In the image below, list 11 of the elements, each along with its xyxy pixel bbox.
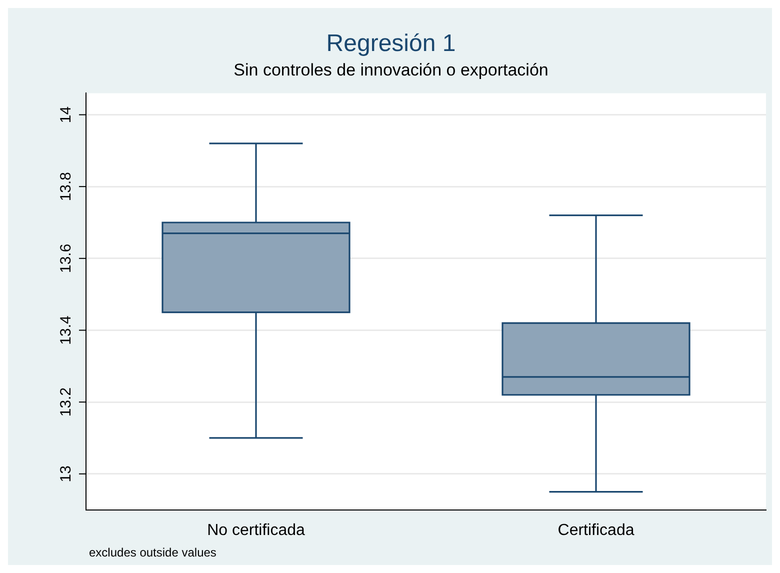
y-tick-label: 13.4 xyxy=(58,316,75,345)
text: excludes outside values xyxy=(89,545,216,560)
chart-title: Regresión 1 xyxy=(326,30,456,58)
y-tick-label: 13.2 xyxy=(58,387,75,417)
x-tick-label: No certificada xyxy=(207,522,306,539)
y-tick-label: 13.8 xyxy=(58,172,75,202)
y-tick-label: 13.6 xyxy=(58,244,75,274)
y-tick-label: 13 xyxy=(58,466,75,482)
chart-subtitle: Sin controles de innovación o exportación xyxy=(234,60,548,80)
x-tick-label: Certificada xyxy=(558,522,634,539)
y-tick-label: 14 xyxy=(58,106,75,124)
